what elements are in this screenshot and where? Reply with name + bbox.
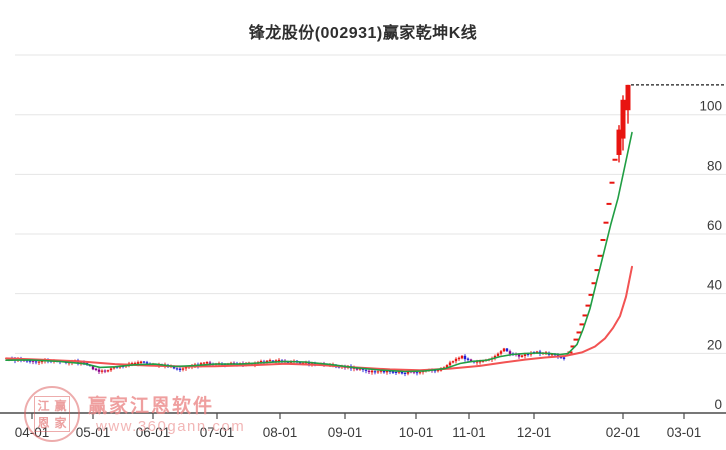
watermark-url-text: www.360gann.com [96, 418, 246, 435]
svg-text:0: 0 [714, 397, 722, 412]
chart-title: 锋龙股份(002931)赢家乾坤K线 [248, 25, 478, 42]
svg-text:40: 40 [707, 278, 722, 293]
y-axis-labels: 0 20 40 60 80 100 [699, 99, 722, 412]
svg-text:20: 20 [707, 337, 722, 352]
svg-text:09-01: 09-01 [328, 425, 363, 440]
ma-fast-green-line [5, 131, 633, 373]
watermark-brand-text: 赢家江恩软件 [88, 396, 215, 417]
x-axis-labels: 04-01 05-01 06-01 07-01 08-01 09-01 10-01 11-01… [15, 425, 702, 440]
seal-char: 恩 [37, 415, 50, 430]
ma-lines [5, 131, 633, 373]
svg-text:80: 80 [707, 158, 722, 173]
svg-text:60: 60 [707, 218, 722, 233]
seal-char: 江 [37, 398, 50, 413]
svg-text:11-01: 11-01 [452, 425, 486, 440]
seal-char: 家 [54, 415, 67, 430]
x-axis [0, 412, 726, 419]
final-candles [616, 84, 631, 163]
svg-text:12-01: 12-01 [517, 425, 552, 440]
grid-lines [15, 54, 726, 354]
svg-text:06-01: 06-01 [136, 425, 171, 440]
svg-text:07-01: 07-01 [200, 425, 235, 440]
seal-char: 赢 [54, 398, 67, 413]
svg-text:100: 100 [699, 99, 722, 114]
svg-text:10-01: 10-01 [399, 425, 434, 440]
ma-slow-red-line [5, 265, 633, 372]
yingjia-seal-logo: 江 赢 恩 家 [24, 386, 80, 442]
svg-text:03-01: 03-01 [667, 425, 702, 440]
seal-characters: 江 赢 恩 家 [34, 396, 70, 432]
svg-text:05-01: 05-01 [76, 425, 111, 440]
svg-text:02-01: 02-01 [606, 425, 641, 440]
svg-text:08-01: 08-01 [263, 425, 298, 440]
limit-up-dashes [567, 158, 618, 354]
